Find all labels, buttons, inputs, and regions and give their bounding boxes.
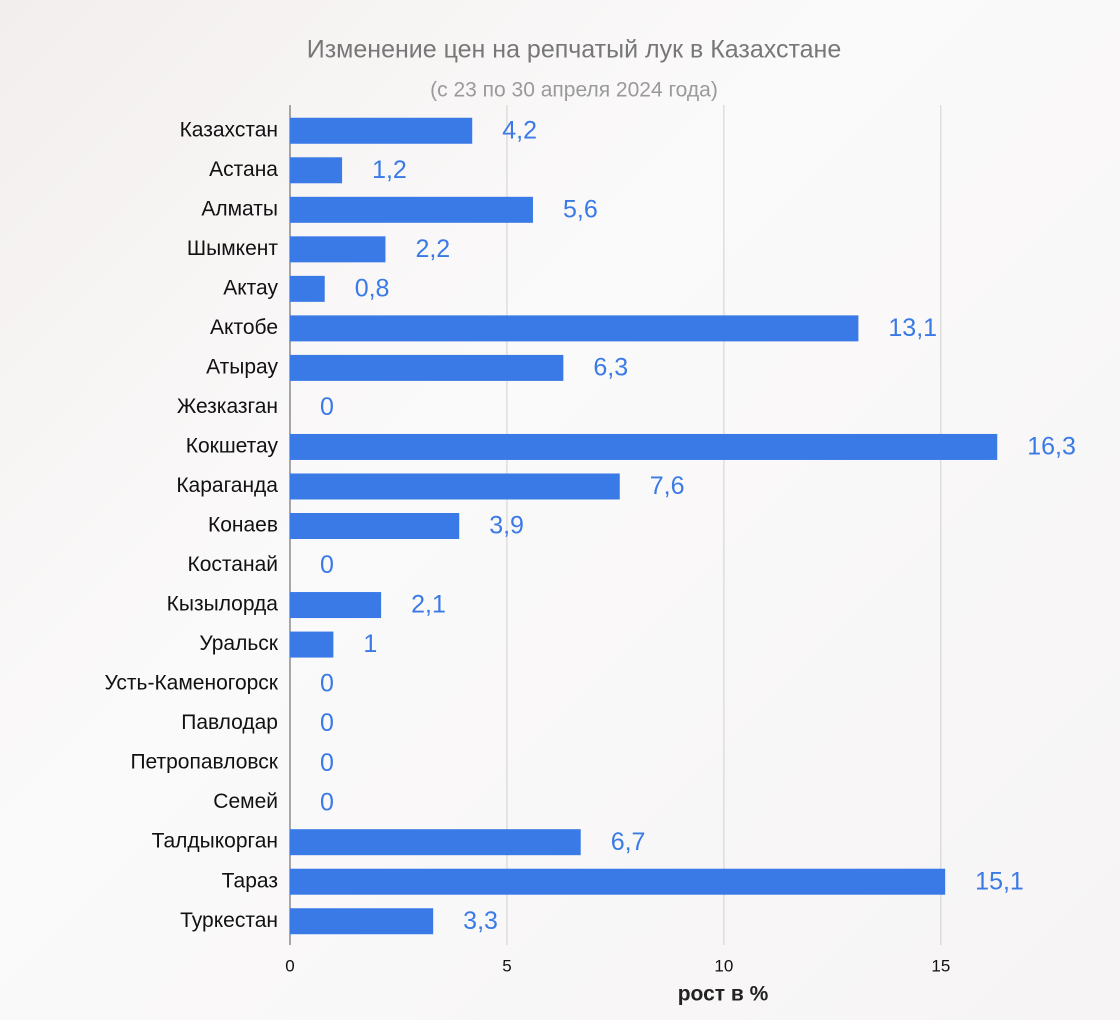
- y-tick-label: Тараз: [222, 869, 278, 892]
- y-tick-label: Костанай: [188, 553, 278, 576]
- y-tick-label: Актау: [223, 276, 278, 299]
- bar: [290, 433, 998, 460]
- bar: [290, 196, 533, 223]
- bar: [290, 354, 564, 381]
- y-tick-label: Астана: [209, 158, 278, 181]
- value-label: 7,6: [650, 472, 685, 500]
- value-label: 15,1: [975, 867, 1024, 895]
- y-tick-label: Атырау: [206, 355, 278, 378]
- y-tick-label: Петропавловск: [130, 751, 278, 774]
- y-tick-label: Павлодар: [181, 711, 278, 734]
- y-tick-label: Кокшетау: [186, 434, 279, 457]
- chart-subtitle: (с 23 по 30 апреля 2024 года): [430, 79, 718, 102]
- value-label: 5,6: [563, 195, 598, 223]
- value-label: 0: [320, 749, 334, 777]
- x-tick-label: 15: [931, 956, 950, 975]
- value-label: 6,7: [611, 828, 646, 856]
- y-tick-label: Талдыкорган: [152, 830, 278, 853]
- value-label: 0: [320, 709, 334, 737]
- y-tick-label: Жезказган: [177, 395, 278, 418]
- value-label: 16,3: [1027, 433, 1076, 461]
- bar: [290, 829, 581, 856]
- y-tick-label: Караганда: [176, 474, 278, 497]
- value-label: 2,1: [411, 591, 446, 619]
- y-tick-label: Шымкент: [187, 237, 278, 260]
- value-label: 6,3: [593, 354, 628, 382]
- y-tick-label: Актобе: [210, 316, 278, 339]
- x-tick-label: 10: [714, 956, 733, 975]
- value-label: 13,1: [888, 314, 937, 342]
- value-label: 0: [320, 670, 334, 698]
- value-label: 0: [320, 393, 334, 421]
- value-label: 4,2: [502, 116, 537, 144]
- y-tick-label: Семей: [213, 790, 278, 813]
- value-label: 1,2: [372, 156, 407, 184]
- y-tick-label: Казахстан: [180, 118, 278, 141]
- bar: [290, 592, 382, 619]
- y-tick-label: Конаев: [208, 514, 278, 537]
- x-tick-label: 5: [502, 956, 511, 975]
- bar: [290, 117, 473, 144]
- bar: [290, 275, 325, 302]
- y-tick-label: Кызылорда: [167, 593, 279, 616]
- value-label: 3,3: [463, 907, 498, 935]
- bar: [290, 473, 620, 500]
- value-label: 0: [320, 551, 334, 579]
- value-label: 2,2: [415, 235, 450, 263]
- x-tick-label: 0: [285, 956, 294, 975]
- value-label: 0,8: [355, 274, 390, 302]
- bar: [290, 236, 386, 263]
- bar: [290, 513, 460, 539]
- bar: [290, 631, 334, 658]
- x-axis-label: рост в %: [678, 983, 769, 1006]
- bar: [290, 315, 859, 342]
- bar: [290, 157, 343, 184]
- y-tick-label: Алматы: [201, 197, 278, 220]
- value-label: 1: [363, 630, 377, 658]
- bar: [290, 908, 434, 935]
- y-tick-label: Уральск: [199, 632, 278, 655]
- y-tick-label: Усть-Каменогорск: [104, 672, 278, 695]
- chart-title: Изменение цен на репчатый лук в Казахста…: [307, 36, 842, 64]
- bar: [290, 868, 946, 895]
- value-label: 0: [320, 788, 334, 816]
- y-tick-label: Туркестан: [180, 909, 278, 932]
- value-label: 3,9: [489, 512, 524, 540]
